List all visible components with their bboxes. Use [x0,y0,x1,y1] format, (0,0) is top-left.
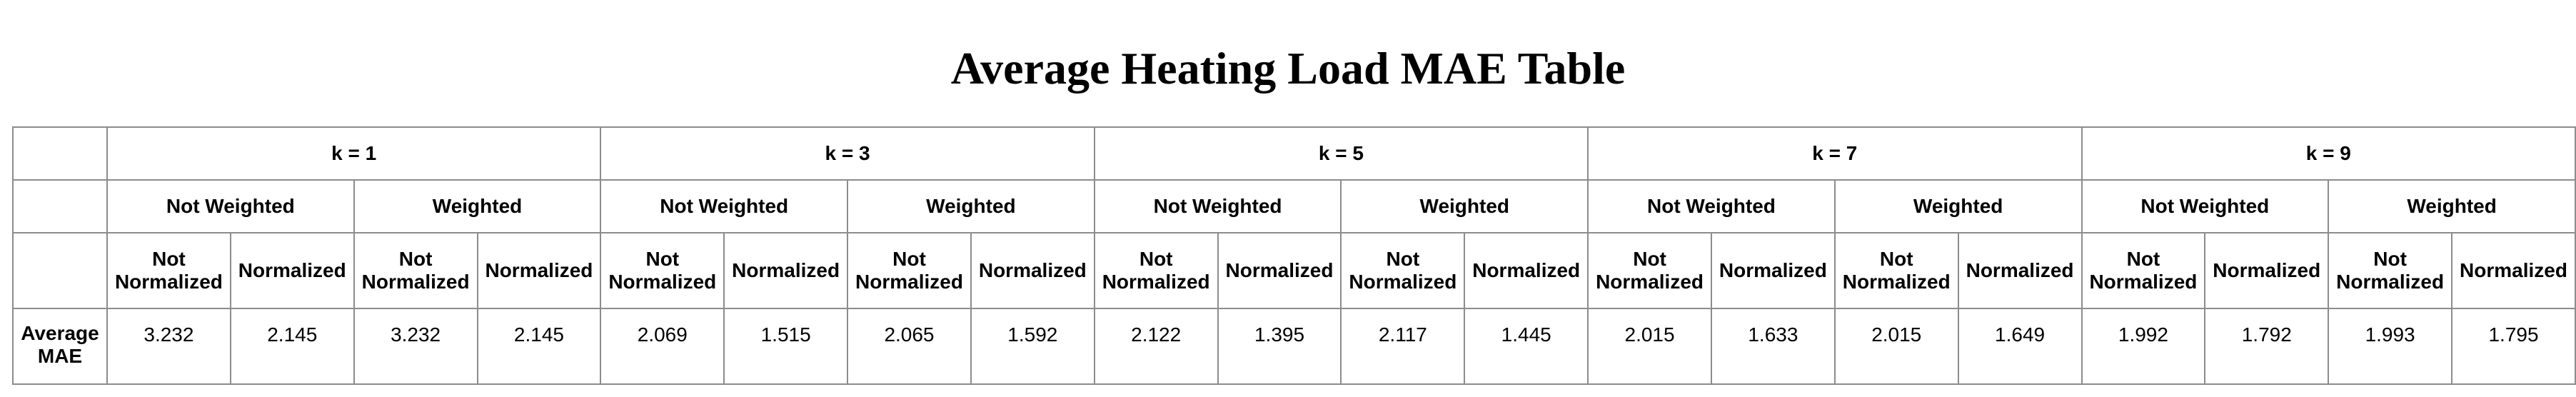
mae-value-cell: 2.117 [1340,308,1466,385]
normalization-header: Not Normalized [2328,232,2453,309]
mae-value-cell: 1.993 [2328,308,2453,385]
normalization-header: Normalized [1710,232,1836,309]
mae-value-cell: 2.122 [1093,308,1219,385]
k-header: k = 5 [1093,126,1589,181]
normalization-header: Normalized [970,232,1095,309]
normalization-header: Not Normalized [353,232,478,309]
normalization-header: Normalized [1217,232,1342,309]
mae-value-cell: 1.395 [1217,308,1342,385]
normalization-header: Normalized [2204,232,2330,309]
normalization-header: Not Normalized [1833,232,1959,309]
normalization-header: Normalized [229,232,355,309]
weight-header: Not Weighted [600,179,849,233]
mae-value-cell: 1.792 [2204,308,2330,385]
mae-value-cell: 2.065 [847,308,972,385]
weight-header: Weighted [353,179,602,233]
weight-header: Not Weighted [106,179,355,233]
mae-value-cell: 2.145 [476,308,602,385]
mae-value-cell: 1.592 [970,308,1095,385]
normalization-header: Normalized [1464,232,1589,309]
weight-header: Weighted [847,179,1095,233]
blank-cell [12,179,108,233]
normalization-header: Normalized [723,232,849,309]
mae-value-cell: 3.232 [106,308,231,385]
weight-header: Not Weighted [2081,179,2330,233]
weight-header: Not Weighted [1587,179,1836,233]
normalization-header: Not Normalized [600,232,725,309]
mae-value-cell: 3.232 [353,308,478,385]
mae-value-cell: 2.015 [1833,308,1959,385]
normalization-header: Not Normalized [106,232,231,309]
mae-value-cell: 2.015 [1587,308,1712,385]
table-title: Average Heating Load MAE Table [950,43,1626,94]
weight-header: Weighted [1833,179,2083,233]
blank-cell [12,232,108,309]
normalization-header: Not Normalized [2081,232,2206,309]
mae-value-cell: 1.795 [2451,308,2576,385]
normalization-header: Normalized [476,232,602,309]
weight-header: Not Weighted [1093,179,1342,233]
weight-header: Weighted [2328,179,2576,233]
mae-value-cell: 2.145 [229,308,355,385]
mae-value-cell: 1.992 [2081,308,2206,385]
weight-header-row: Not Weighted Weighted Not Weighted Weighted… [12,179,2576,233]
corner-cell [12,126,108,181]
mae-value-cell: 1.649 [1957,308,2083,385]
weight-header: Weighted [1340,179,1589,233]
normalization-header: Not Normalized [847,232,972,309]
normalization-header: Not Normalized [1587,232,1712,309]
normalization-header-row: Not Normalized Normalized Not Normalized No… [12,232,2576,309]
normalization-header: Normalized [2451,232,2576,309]
normalization-header: Not Normalized [1340,232,1466,309]
k-header: k = 7 [1587,126,2083,181]
normalization-header: Not Normalized [1093,232,1219,309]
normalization-header: Normalized [1957,232,2083,309]
mae-value-cell: 1.445 [1464,308,1589,385]
mae-value-cell: 1.633 [1710,308,1836,385]
k-header: k = 1 [106,126,602,181]
mae-value-cell: 2.069 [600,308,725,385]
average-mae-row: Average MAE 3.232 2.145 3.232 2.145 2.069 1.5… [12,308,2576,385]
k-header: k = 9 [2081,126,2576,181]
k-header: k = 3 [600,126,1095,181]
mae-value-cell: 1.515 [723,308,849,385]
row-label: Average MAE [12,308,108,385]
